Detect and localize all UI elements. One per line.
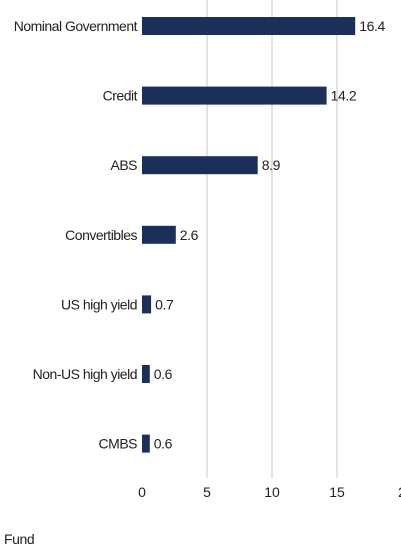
x-tick-label: 10	[264, 484, 280, 500]
value-labels: 16.4 14.2 8.9 2.6 0.7 0.6 0.6	[154, 18, 386, 452]
x-tick-label: 2	[398, 484, 401, 500]
category-label: Credit	[103, 88, 138, 104]
value-label: 16.4	[359, 18, 385, 34]
value-label: 14.2	[331, 88, 357, 104]
bar	[142, 225, 176, 244]
bar	[142, 156, 258, 175]
value-label: 8.9	[262, 157, 281, 173]
category-label: Non-US high yield	[33, 366, 137, 382]
bar	[142, 295, 152, 314]
category-labels: Nominal Government Credit ABS Convertibles U…	[14, 18, 138, 452]
value-label: 0.6	[154, 366, 173, 382]
value-label: 2.6	[180, 227, 199, 243]
category-label: Nominal Government	[14, 18, 138, 34]
category-label: Convertibles	[65, 227, 137, 243]
bar	[142, 434, 150, 453]
category-label: ABS	[110, 157, 137, 173]
x-tick-label: 15	[329, 484, 345, 500]
legend-label-fund: Fund	[4, 531, 35, 547]
value-label: 0.6	[154, 436, 173, 452]
x-tick-label: 0	[138, 484, 146, 500]
x-axis-ticks: 0 5 10 15 2	[138, 484, 401, 500]
bar	[142, 365, 150, 383]
bars	[142, 17, 356, 453]
category-label: US high yield	[61, 296, 137, 312]
category-label: CMBS	[99, 436, 138, 452]
x-tick-label: 5	[203, 484, 211, 500]
gridlines	[206, 0, 338, 478]
bar	[142, 86, 327, 105]
value-label: 0.7	[155, 296, 174, 312]
bar	[142, 17, 356, 35]
